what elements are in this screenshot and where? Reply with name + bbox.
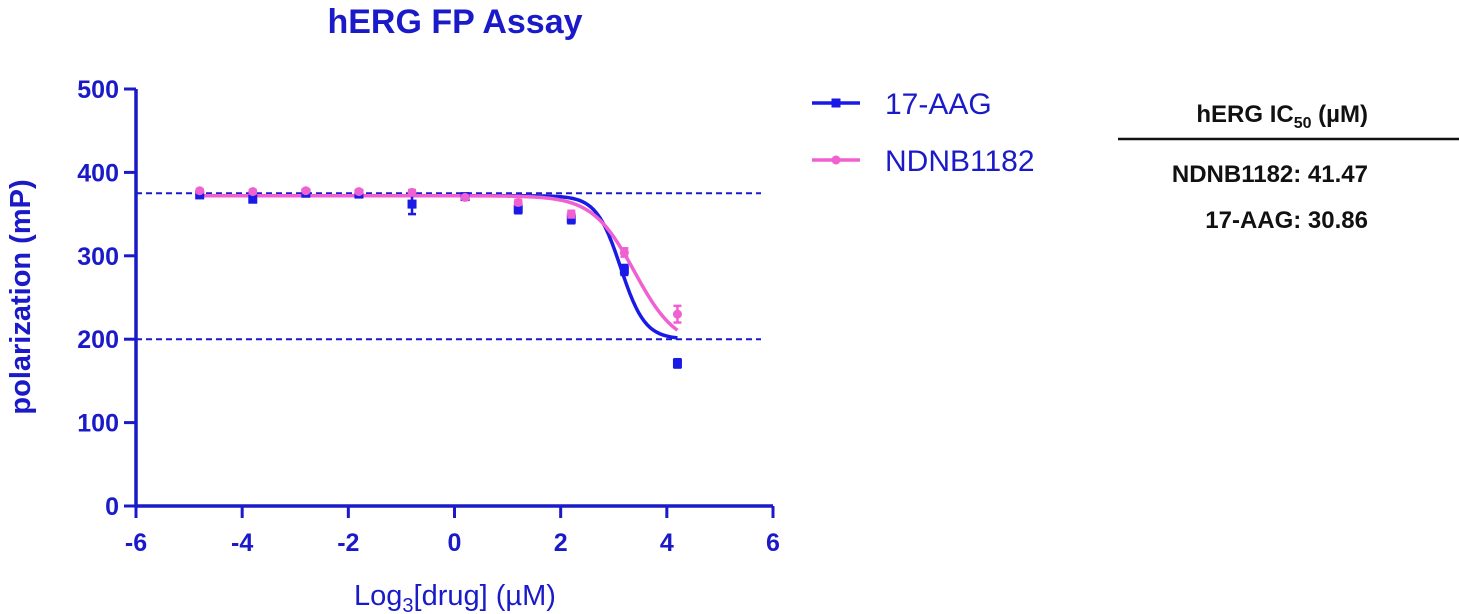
data-point-1-0 <box>195 186 205 196</box>
axes: 0 100 200 300 400 500 -6 -4 -2 0 2 4 6 <box>77 76 780 557</box>
legend-marker-0 <box>831 98 841 108</box>
x-axis-title-rest: [drug] (µM) <box>414 580 556 612</box>
legend-label-0: 17-AAG <box>885 88 992 121</box>
x-tick-label--6: -6 <box>125 529 147 557</box>
y-tick-label-300: 300 <box>77 243 119 271</box>
data-point-0-7 <box>566 214 576 224</box>
x-axis-title-subscript: 3 <box>402 595 413 614</box>
y-tick-label-500: 500 <box>77 76 119 104</box>
y-axis-title: polarization (mP) <box>5 179 37 414</box>
fit-curve-0 <box>199 194 678 340</box>
data-points <box>195 186 682 369</box>
data-point-1-1 <box>248 187 258 197</box>
data-point-1-7 <box>566 209 576 219</box>
data-point-0-6 <box>513 204 523 214</box>
y-tick-label-200: 200 <box>77 326 119 354</box>
fit-curves <box>199 194 679 340</box>
data-point-1-2 <box>301 186 311 196</box>
data-point-0-9 <box>672 358 682 368</box>
chart-title: hERG FP Assay <box>327 3 582 41</box>
ic50-table-header: hERG IC50 (µM) <box>1196 101 1368 132</box>
data-point-1-9 <box>672 309 682 319</box>
x-tick-label--4: -4 <box>231 529 253 557</box>
y-tick-label-100: 100 <box>77 410 119 438</box>
legend-marker-1 <box>831 155 841 165</box>
legend: 17-AAG NDNB1182 <box>812 88 1035 178</box>
data-point-1-4 <box>407 187 417 197</box>
data-point-1-3 <box>354 187 364 197</box>
y-tick-label-0: 0 <box>105 493 119 521</box>
data-point-1-8 <box>619 247 629 257</box>
fit-curve-1 <box>199 194 679 332</box>
x-tick-label-4: 4 <box>660 529 674 557</box>
x-tick-label-2: 2 <box>554 529 568 557</box>
x-tick-label--2: -2 <box>337 529 359 557</box>
data-point-1-6 <box>513 197 523 207</box>
data-point-0-4 <box>407 199 417 209</box>
ic50-row-ndnb1182: NDNB1182: 41.47 <box>1172 161 1368 188</box>
x-tick-label-0: 0 <box>448 529 462 557</box>
x-tick-label-6: 6 <box>766 529 780 557</box>
x-axis-title: Log3[drug] (µM) <box>354 580 556 614</box>
data-point-0-1 <box>248 194 258 204</box>
data-point-1-5 <box>460 192 470 202</box>
ic50-table: hERG IC50 (µM) NDNB1182: 41.47 17-AAG: 3… <box>1118 101 1459 234</box>
y-tick-label-400: 400 <box>77 159 119 187</box>
x-axis-title-main: Log <box>354 580 402 612</box>
legend-label-1: NDNB1182 <box>885 145 1035 178</box>
ic50-row-17aag: 17-AAG: 30.86 <box>1205 207 1368 234</box>
reference-lines <box>136 192 761 341</box>
data-point-0-8 <box>619 265 629 275</box>
